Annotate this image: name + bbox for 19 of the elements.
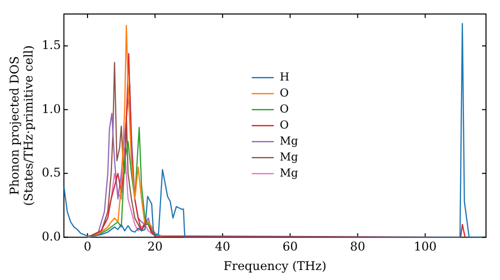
x-axis-title: Frequency (THz)	[224, 258, 326, 273]
legend-label: Mg	[280, 150, 298, 164]
legend-label: Mg	[280, 134, 298, 148]
y-tick-label: 0.5	[42, 166, 61, 180]
legend-label: Mg	[280, 166, 298, 180]
y-tick-label: 0.0	[42, 229, 61, 244]
legend-label: O	[280, 118, 289, 132]
legend-label: O	[280, 102, 289, 116]
legend-label: O	[280, 86, 289, 100]
y-tick-label: 1.0	[42, 102, 61, 116]
y-tick-label: 1.5	[42, 38, 61, 52]
x-tick-label: 80	[350, 240, 366, 254]
x-tick-label: 60	[282, 240, 298, 254]
x-tick-label: 100	[414, 240, 437, 254]
legend-label: H	[280, 70, 290, 84]
x-tick-label: 40	[214, 240, 230, 254]
x-tick-label: 20	[147, 240, 163, 254]
y-axis-title: Phonon projected DOS (States/THz·primitive cell)	[7, 45, 36, 206]
x-tick-label: 0	[84, 240, 92, 254]
